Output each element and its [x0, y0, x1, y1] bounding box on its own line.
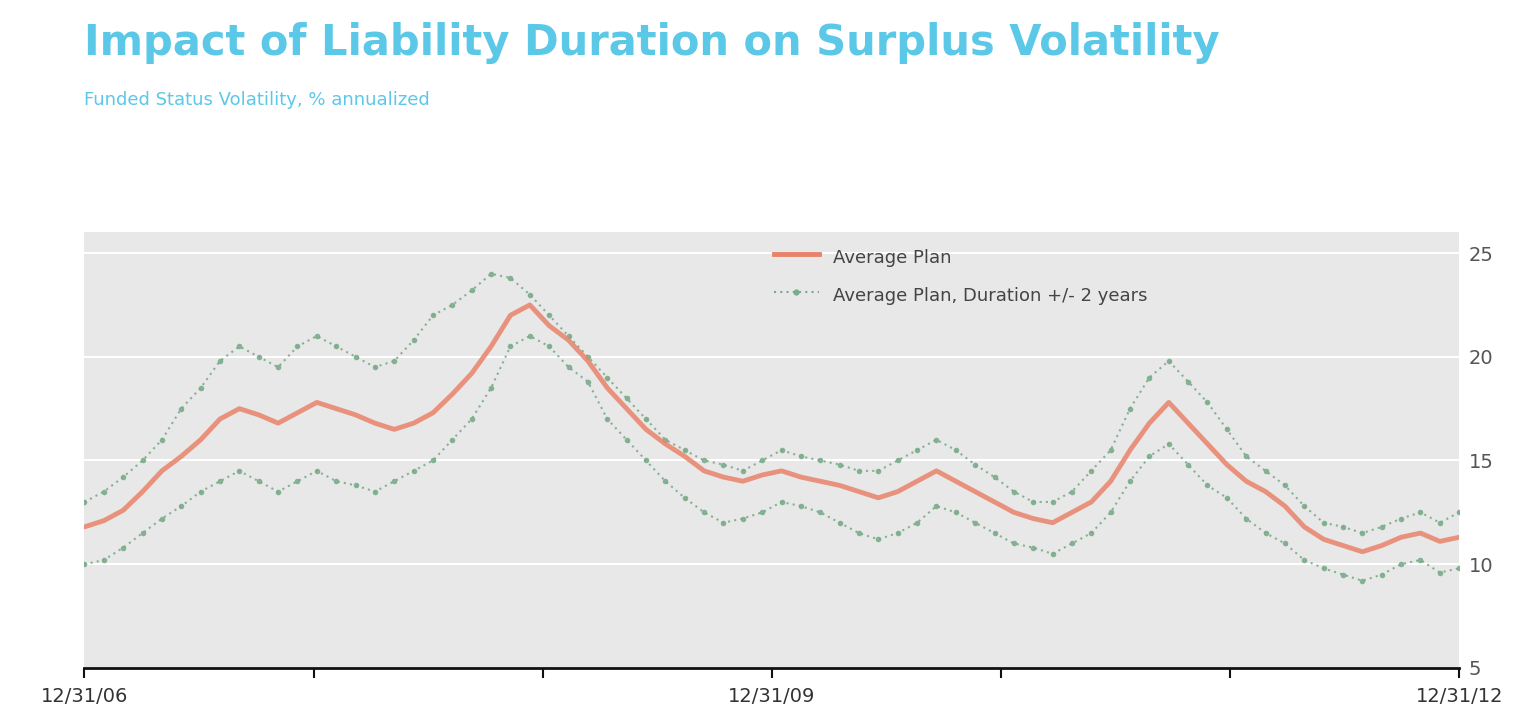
Text: Funded Status Volatility, % annualized: Funded Status Volatility, % annualized [84, 91, 430, 109]
Text: 12/31/12: 12/31/12 [1416, 688, 1502, 706]
Text: Impact of Liability Duration on Surplus Volatility: Impact of Liability Duration on Surplus … [84, 22, 1220, 64]
Legend: Average Plan, Average Plan, Duration +/- 2 years: Average Plan, Average Plan, Duration +/-… [774, 245, 1147, 306]
Text: 12/31/06: 12/31/06 [41, 688, 127, 706]
Text: 12/31/09: 12/31/09 [728, 688, 816, 706]
